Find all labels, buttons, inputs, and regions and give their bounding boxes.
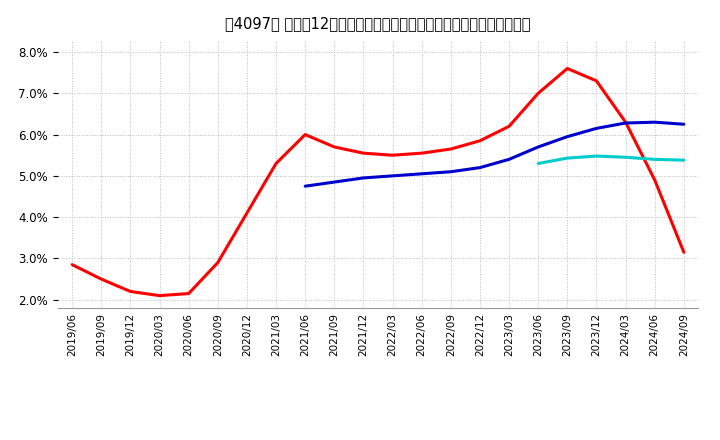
3年: [271, 161, 280, 166]
3年: [359, 150, 368, 156]
3年: [680, 249, 688, 255]
3年: [592, 78, 600, 84]
3年: [68, 262, 76, 267]
3年: [126, 289, 135, 294]
5年: [359, 175, 368, 180]
7年: [621, 154, 630, 160]
7年: [563, 155, 572, 161]
3年: [418, 150, 426, 156]
3年: [621, 120, 630, 125]
Line: 7年: 7年: [538, 156, 684, 164]
3年: [650, 177, 659, 183]
5年: [650, 120, 659, 125]
5年: [621, 121, 630, 126]
5年: [680, 121, 688, 127]
Line: 5年: 5年: [305, 122, 684, 186]
Title: ［4097］ 売上高12か月移動合計の対前年同期増減率の標準偏差の推移: ［4097］ 売上高12か月移動合計の対前年同期増減率の標準偏差の推移: [225, 16, 531, 32]
7年: [592, 154, 600, 159]
5年: [505, 157, 513, 162]
3年: [534, 91, 543, 96]
5年: [418, 171, 426, 176]
5年: [446, 169, 455, 174]
5年: [592, 126, 600, 131]
3年: [330, 144, 338, 150]
5年: [563, 134, 572, 139]
3年: [388, 153, 397, 158]
3年: [97, 276, 106, 282]
3年: [213, 260, 222, 265]
Line: 3年: 3年: [72, 69, 684, 296]
3年: [505, 124, 513, 129]
3年: [301, 132, 310, 137]
7年: [680, 158, 688, 163]
3年: [243, 210, 251, 216]
3年: [446, 147, 455, 152]
5年: [388, 173, 397, 179]
5年: [476, 165, 485, 170]
3年: [184, 291, 193, 296]
3年: [156, 293, 164, 298]
7年: [650, 157, 659, 162]
5年: [330, 180, 338, 185]
3年: [563, 66, 572, 71]
3年: [476, 138, 485, 143]
5年: [301, 183, 310, 189]
5年: [534, 144, 543, 150]
7年: [534, 161, 543, 166]
